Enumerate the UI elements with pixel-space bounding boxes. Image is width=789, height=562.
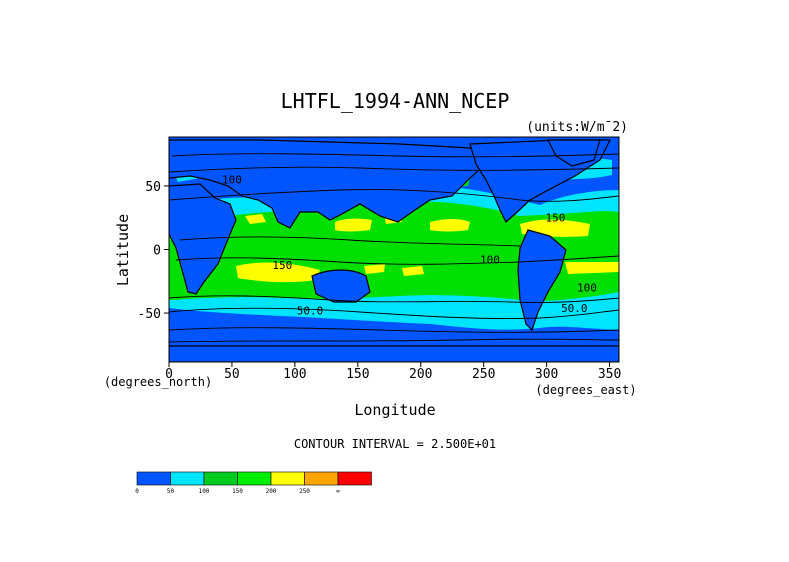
colorbar-swatch	[270, 471, 305, 486]
colorbar-level-label: 100	[199, 488, 210, 495]
colorbar-swatch	[170, 471, 205, 486]
colorbar-level-label: 150	[232, 488, 243, 495]
colorbar-level-label: 50	[167, 488, 175, 495]
map-field	[168, 136, 620, 363]
x-tick-label: 200	[409, 367, 432, 382]
contour-label: 50.0	[561, 302, 588, 315]
y-ticks: 50 0 -50	[138, 180, 169, 322]
y-tick-label: -50	[138, 307, 161, 322]
x-unit-label: (degrees_east)	[535, 383, 636, 397]
x-tick-label: 0	[165, 367, 173, 382]
y-unit-label: (degrees_north)	[104, 375, 212, 389]
x-tick-label: 350	[598, 367, 621, 382]
x-tick-label: 100	[283, 367, 306, 382]
colorbar: 0 50 100 150 200 250 ∞	[135, 471, 372, 495]
contour-label: 50.0	[297, 305, 324, 318]
contour-labels: 150 100 50.0 100 150 100 50.0	[222, 174, 597, 318]
colorbar-level-label: 0	[135, 488, 139, 495]
y-axis-label: Latitude	[114, 214, 132, 286]
colorbar-swatch	[237, 471, 272, 486]
greenland	[547, 139, 601, 167]
chart-title: LHTFL_1994-ANN_NCEP	[281, 89, 510, 113]
contour-label: 100	[222, 174, 242, 187]
colorbar-swatch	[337, 471, 372, 486]
continents	[169, 139, 619, 362]
x-tick-label: 150	[346, 367, 369, 382]
x-tick-label: 250	[472, 367, 495, 382]
africa	[169, 183, 237, 295]
contour-label: 100	[577, 282, 597, 295]
units-label: (units:W/m¯2)	[526, 120, 628, 135]
y-tick-label: 0	[153, 244, 161, 259]
colorbar-swatch	[203, 471, 238, 486]
colorbar-swatch	[304, 471, 339, 486]
band-yellow	[236, 212, 619, 283]
colorbar-level-label: 250	[299, 488, 310, 495]
colorbar-level-label: 200	[266, 488, 277, 495]
contour-label: 150	[545, 212, 565, 225]
y-tick-label: 50	[145, 180, 161, 195]
contour-label: 150	[272, 259, 292, 272]
x-tick-label: 50	[224, 367, 240, 382]
australia	[311, 269, 371, 303]
x-tick-label: 300	[535, 367, 558, 382]
colorbar-level-label: ∞	[336, 488, 340, 495]
south-america	[517, 229, 567, 332]
antarctica	[169, 345, 619, 362]
x-axis-label: Longitude	[354, 401, 435, 419]
x-ticks: 0 50 100 150 200 250 300 350	[165, 362, 621, 382]
contour-interval-text: CONTOUR INTERVAL = 2.500E+01	[294, 437, 496, 451]
contour-label: 100	[480, 254, 500, 267]
contour-lines	[169, 153, 619, 343]
colorbar-swatch	[136, 471, 171, 486]
